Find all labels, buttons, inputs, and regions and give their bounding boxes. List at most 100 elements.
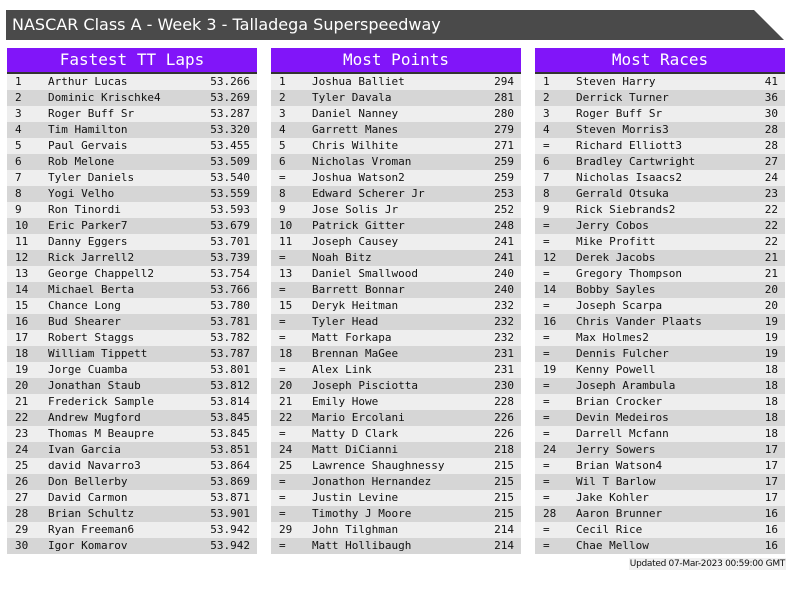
table-row: = Brian Crocker 18: [535, 394, 785, 410]
rank-cell: 20: [279, 379, 293, 392]
rank-cell: 5: [279, 139, 286, 152]
table-row: 28 Aaron Brunner 16: [535, 506, 785, 522]
rank-cell: 17: [15, 331, 29, 344]
table-row: = Justin Levine 215: [271, 490, 521, 506]
driver-name: Paul Gervais: [48, 139, 128, 152]
driver-name: Lawrence Shaughnessy: [312, 459, 445, 472]
value-cell: 218: [494, 443, 514, 456]
panel-title: Most Points: [271, 48, 521, 74]
driver-name: Rob Melone: [48, 155, 115, 168]
driver-name: Barrett Bonnar: [312, 283, 405, 296]
driver-name: Jose Solis Jr: [312, 203, 399, 216]
rank-cell: =: [279, 475, 286, 488]
driver-name: Jorge Cuamba: [48, 363, 128, 376]
rank-cell: 8: [279, 187, 286, 200]
rank-cell: =: [543, 523, 550, 536]
value-cell: 294: [494, 75, 514, 88]
rank-cell: 12: [543, 251, 557, 264]
value-cell: 226: [494, 411, 514, 424]
driver-name: David Carmon: [48, 491, 128, 504]
value-cell: 18: [764, 379, 778, 392]
driver-name: Arthur Lucas: [48, 75, 128, 88]
driver-name: Cecil Rice: [576, 523, 643, 536]
value-cell: 53.871: [210, 491, 250, 504]
table-row: 15 Chance Long 53.780: [7, 298, 257, 314]
table-row: 16 Chris Vander Plaats 19: [535, 314, 785, 330]
value-cell: 19: [764, 331, 778, 344]
table-row: = Darrell Mcfann 18: [535, 426, 785, 442]
driver-name: Emily Howe: [312, 395, 379, 408]
table-row: = Chae Mellow 16: [535, 538, 785, 554]
driver-name: Jake Kohler: [576, 491, 649, 504]
driver-name: Don Bellerby: [48, 475, 128, 488]
rank-cell: 27: [15, 491, 29, 504]
table-row: 10 Eric Parker7 53.679: [7, 218, 257, 234]
table-row: 19 Kenny Powell 18: [535, 362, 785, 378]
table-row: 14 Michael Berta 53.766: [7, 282, 257, 298]
driver-name: Chae Mellow: [576, 539, 649, 552]
rank-cell: =: [279, 427, 286, 440]
rank-cell: 7: [15, 171, 22, 184]
table-row: 17 Robert Staggs 53.782: [7, 330, 257, 346]
rank-cell: 30: [15, 539, 29, 552]
table-row: 12 Rick Jarrell2 53.739: [7, 250, 257, 266]
value-cell: 24: [764, 171, 778, 184]
rank-cell: 29: [15, 523, 29, 536]
table-row: = Max Holmes2 19: [535, 330, 785, 346]
rank-cell: 28: [543, 507, 557, 520]
page-title: NASCAR Class A - Week 3 - Talladega Supe…: [6, 10, 784, 40]
rank-cell: =: [279, 283, 286, 296]
table-row: = Jerry Cobos 22: [535, 218, 785, 234]
rank-cell: =: [543, 379, 550, 392]
table-row: 23 Thomas M Beaupre 53.845: [7, 426, 257, 442]
driver-name: Timothy J Moore: [312, 507, 412, 520]
driver-name: Wil T Barlow: [576, 475, 656, 488]
value-cell: 16: [764, 507, 778, 520]
value-cell: 22: [764, 203, 778, 216]
value-cell: 53.593: [210, 203, 250, 216]
table-row: = Gregory Thompson 21: [535, 266, 785, 282]
value-cell: 231: [494, 363, 514, 376]
rank-cell: 8: [15, 187, 22, 200]
driver-name: John Tilghman: [312, 523, 399, 536]
table-row: 24 Ivan Garcia 53.851: [7, 442, 257, 458]
rank-cell: 2: [543, 91, 550, 104]
rank-cell: =: [279, 507, 286, 520]
driver-name: Tyler Davala: [312, 91, 392, 104]
driver-name: Ryan Freeman6: [48, 523, 135, 536]
table-row: 26 Don Bellerby 53.869: [7, 474, 257, 490]
value-cell: 228: [494, 395, 514, 408]
driver-name: Alex Link: [312, 363, 372, 376]
rank-cell: 23: [15, 427, 29, 440]
rank-cell: =: [543, 459, 550, 472]
table-row: 25 Lawrence Shaughnessy 215: [271, 458, 521, 474]
table-row: = Mike Profitt 22: [535, 234, 785, 250]
value-cell: 241: [494, 251, 514, 264]
driver-name: Daniel Smallwood: [312, 267, 418, 280]
table-row: 1 Joshua Balliet 294: [271, 74, 521, 90]
table-row: 1 Arthur Lucas 53.266: [7, 74, 257, 90]
rank-cell: 6: [279, 155, 286, 168]
value-cell: 18: [764, 395, 778, 408]
driver-name: Darrell Mcfann: [576, 427, 669, 440]
value-cell: 17: [764, 491, 778, 504]
value-cell: 214: [494, 523, 514, 536]
table-row: 7 Tyler Daniels 53.540: [7, 170, 257, 186]
rank-cell: =: [279, 331, 286, 344]
value-cell: 20: [764, 283, 778, 296]
table-row: 7 Nicholas Isaacs2 24: [535, 170, 785, 186]
value-cell: 53.845: [210, 411, 250, 424]
table-row: 4 Steven Morris3 28: [535, 122, 785, 138]
driver-name: Roger Buff Sr: [576, 107, 663, 120]
rank-cell: 25: [279, 459, 293, 472]
rank-cell: =: [543, 139, 550, 152]
value-cell: 281: [494, 91, 514, 104]
rank-cell: =: [279, 539, 286, 552]
rank-cell: 14: [15, 283, 29, 296]
rank-cell: =: [543, 491, 550, 504]
driver-name: Rick Siebrands2: [576, 203, 676, 216]
rank-cell: =: [543, 395, 550, 408]
value-cell: 41: [764, 75, 778, 88]
value-cell: 36: [764, 91, 778, 104]
table-row: 22 Andrew Mugford 53.845: [7, 410, 257, 426]
